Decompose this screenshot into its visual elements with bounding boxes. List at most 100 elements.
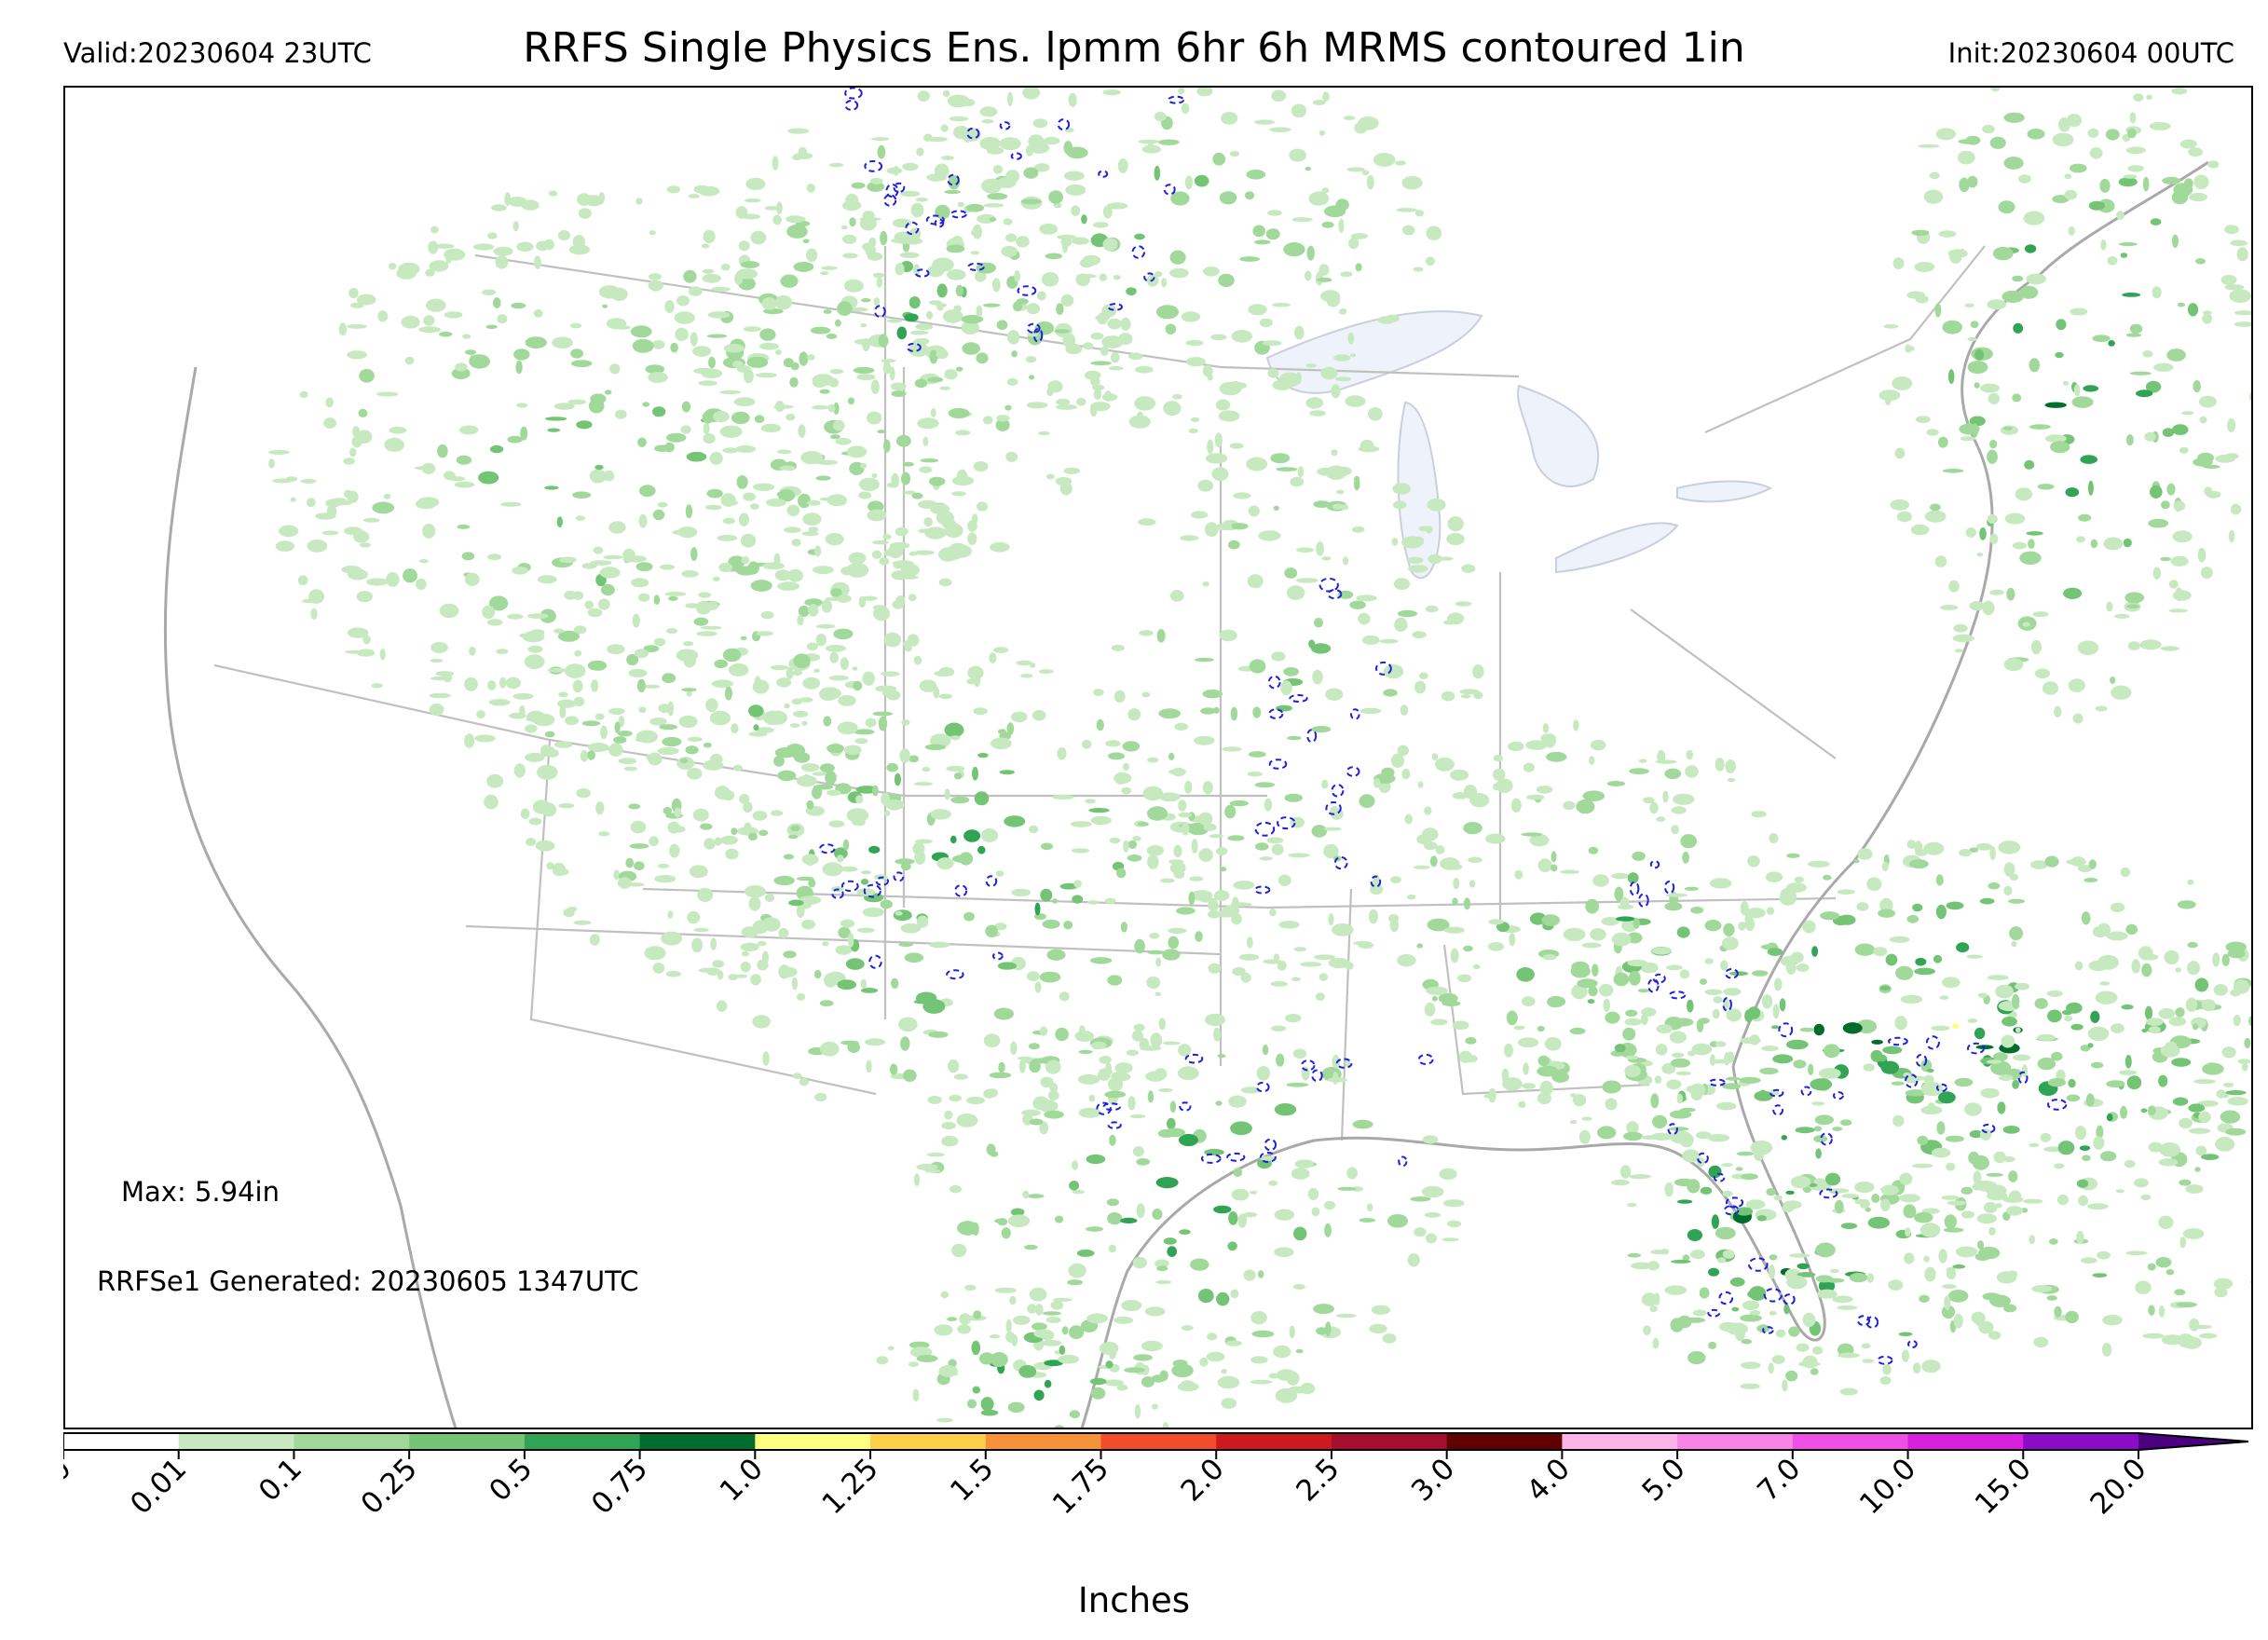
precip-cell [1202, 364, 1213, 377]
precip-cell [2227, 418, 2236, 432]
precip-cell [1418, 526, 1429, 532]
precip-cell [1334, 466, 1352, 476]
colorbar-cell [1331, 1433, 1448, 1450]
precip-cell [936, 857, 954, 870]
precip-cell [2171, 1058, 2192, 1067]
precip-cell [1168, 752, 1175, 760]
precip-cell [791, 977, 799, 991]
precip-cell [1198, 812, 1213, 827]
precip-cell [2061, 1009, 2073, 1016]
precip-cell [791, 698, 803, 705]
precip-cell [512, 692, 534, 700]
precip-cell [637, 593, 650, 602]
precip-cell [1004, 404, 1012, 411]
precip-cell [2092, 335, 2111, 342]
precip-cell [487, 680, 497, 690]
precip-cell [1964, 1102, 1982, 1116]
precip-cell [912, 842, 925, 855]
precip-cell [667, 821, 680, 834]
precip-cell [2052, 195, 2070, 204]
precip-cell [349, 302, 364, 308]
precip-cell [1969, 1129, 1984, 1139]
precip-cell [2008, 1170, 2018, 1182]
precip-cell [856, 888, 876, 896]
precip-cell [2087, 480, 2094, 496]
precip-cell [1980, 383, 2000, 393]
precip-cell [941, 517, 956, 529]
precip-cell [635, 562, 653, 571]
precip-cell [2015, 982, 2030, 991]
precip-cell [949, 1094, 963, 1102]
precip-cell [1176, 907, 1195, 915]
precip-cell [1938, 1091, 1956, 1104]
precip-cell [2071, 396, 2094, 408]
precip-cell [1102, 205, 1113, 219]
precip-cell [1401, 176, 1423, 190]
precip-cell [1488, 919, 1504, 925]
precip-cell [491, 204, 507, 212]
precip-cell [2019, 551, 2042, 565]
precip-cell [1141, 1340, 1163, 1352]
precip-cell [2126, 1075, 2142, 1090]
precip-cell [1501, 1068, 1510, 1084]
precip-cell [1517, 1037, 1539, 1048]
precip-cell [1190, 1258, 1209, 1271]
precip-cell [1947, 1200, 1967, 1206]
precip-cell [1649, 1305, 1658, 1313]
precip-cell [924, 744, 947, 750]
precip-cell [2074, 961, 2084, 971]
precip-cell [770, 810, 784, 816]
precip-cell [2043, 1146, 2063, 1153]
precip-cell [976, 352, 989, 364]
precip-cell [1134, 396, 1156, 411]
precip-cell [731, 827, 738, 835]
precip-cell [2166, 348, 2186, 362]
precip-cell [1551, 851, 1557, 863]
precip-cell [2028, 539, 2035, 549]
precip-cell [2147, 1105, 2156, 1116]
precip-cell [356, 591, 373, 603]
precip-cell [1108, 752, 1126, 760]
precip-cell [2224, 453, 2239, 459]
precip-cell [1155, 957, 1162, 967]
precip-cell [1114, 1062, 1133, 1074]
precip-cell [1779, 998, 1786, 1012]
precip-cell [1088, 1094, 1096, 1102]
precip-cell [1976, 553, 1984, 557]
precip-cell [2244, 1037, 2251, 1049]
precip-cell [999, 770, 1015, 775]
precip-cell [1107, 975, 1123, 986]
precip-cell [325, 499, 341, 508]
precip-cell [829, 651, 839, 663]
precip-cell [1067, 1279, 1083, 1286]
precip-cell [639, 485, 656, 498]
precip-cell [825, 532, 844, 546]
colorbar-tick-label: 1.5 [944, 1452, 1000, 1508]
precip-cell [544, 417, 567, 421]
precip-cell [2070, 1023, 2084, 1031]
precip-cell [1493, 754, 1504, 762]
precip-cell [552, 868, 569, 876]
precip-cell [1523, 762, 1535, 772]
precip-cell [1052, 1297, 1073, 1302]
precip-cell [1930, 503, 1941, 512]
precip-cell [2048, 1238, 2058, 1245]
mrms-contour [1107, 1121, 1122, 1129]
precip-cell [1946, 1162, 1956, 1171]
precip-cell [451, 367, 471, 379]
precip-cell [1228, 1095, 1247, 1108]
precip-cell [1278, 921, 1300, 929]
precip-cell [2127, 641, 2140, 650]
precip-cell [2221, 1093, 2229, 1099]
precip-cell [1216, 847, 1228, 855]
mrms-contour [905, 221, 920, 236]
precip-cell [1055, 404, 1078, 410]
precip-cell [1682, 851, 1689, 864]
precip-cell [758, 342, 779, 350]
precip-cell [1989, 589, 2004, 595]
precip-cell [741, 950, 750, 957]
precip-cell [1230, 706, 1238, 721]
precipitation-field [267, 88, 2251, 1428]
precip-cell [1137, 411, 1144, 420]
precip-cell [903, 1069, 917, 1082]
